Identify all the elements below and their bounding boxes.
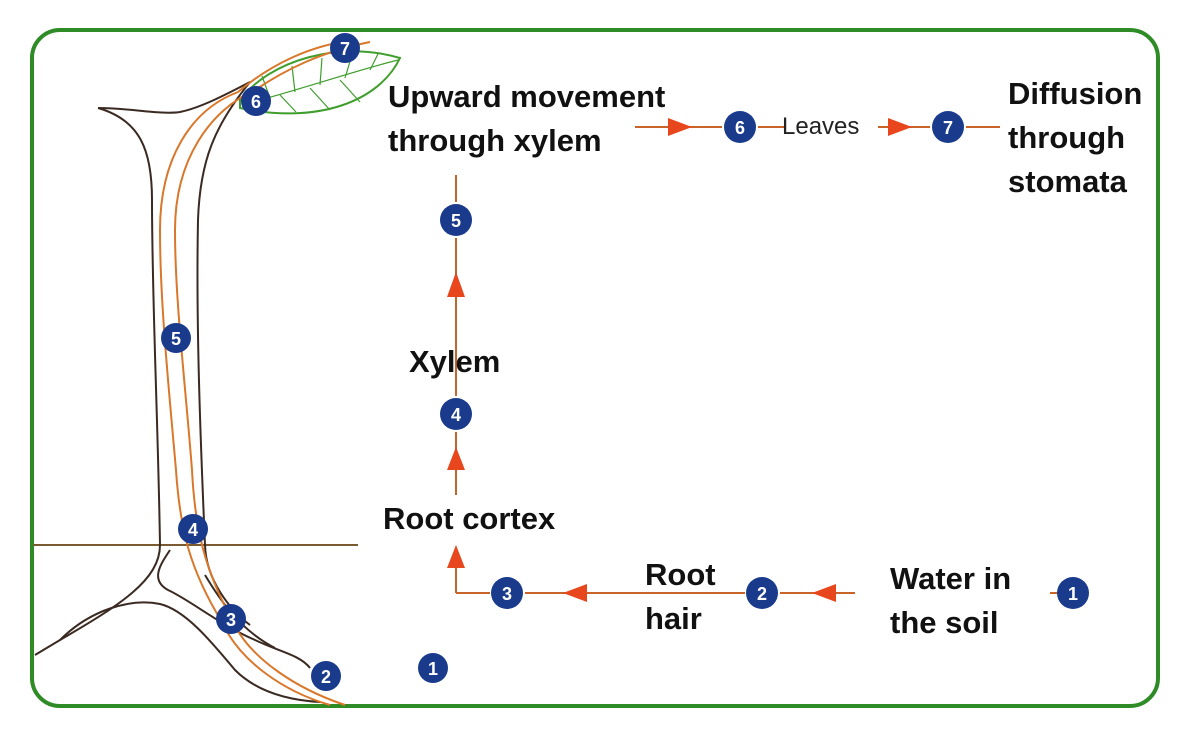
badge-7-flow: 7 [932,111,964,143]
badge-2-plant: 2 [311,661,341,691]
svg-text:1: 1 [428,659,438,679]
label-upward-line2: through xylem [388,123,602,158]
label-leaves: Leaves [782,112,859,142]
svg-text:4: 4 [451,405,461,425]
badge-2-flow: 2 [746,577,778,609]
label-water-in-soil: Water in the soil [890,557,1011,645]
diagram-frame [30,28,1160,708]
badge-5-plant: 5 [161,323,191,353]
label-xylem: Xylem [409,340,500,384]
svg-text:7: 7 [943,118,953,138]
label-root-cortex: Root cortex [383,497,555,541]
badge-7-plant: 7 [330,33,360,63]
label-leaves-text: Leaves [782,113,860,140]
flow-lines [455,126,1058,594]
root-2 [59,601,321,703]
badge-4-plant: 4 [178,514,208,544]
svg-text:6: 6 [735,118,745,138]
label-root-hair-line1: Root [645,557,716,592]
label-root-hair: Root hair [645,553,716,641]
svg-text:5: 5 [451,211,461,231]
svg-text:4: 4 [188,520,198,540]
leaf-outline [239,50,402,115]
svg-text:1: 1 [1068,584,1078,604]
svg-text:6: 6 [251,92,261,112]
badge-6-flow: 6 [724,111,756,143]
label-root-cortex-text: Root cortex [383,501,556,536]
leaf-veins [244,53,399,113]
badge-1-plant: 1 [418,653,448,683]
label-diffusion: Diffusion through stomata [1008,72,1142,204]
step-badges: 1 2 3 4 5 6 7 1 2 3 4 5 6 7 [161,33,1089,691]
badge-3-flow: 3 [491,577,523,609]
badge-5-flow: 5 [440,204,472,236]
badge-1-flow: 1 [1057,577,1089,609]
label-upward-movement: Upward movement through xylem [388,75,665,163]
label-xylem-text: Xylem [409,344,501,379]
arrow-left-2 [563,584,587,602]
arrow-up-3 [447,272,465,297]
label-water-line2: the soil [890,605,999,640]
arrow-up-1 [447,545,465,568]
label-diffusion-line2: through [1008,120,1126,155]
svg-text:5: 5 [171,329,181,349]
leaf-illustration [239,50,402,115]
label-diffusion-line1: Diffusion [1008,76,1143,111]
arrow-right-2 [888,118,912,136]
label-root-hair-line2: hair [645,601,702,636]
plant-illustration [34,81,321,703]
stem-left-outline [34,107,162,656]
label-diffusion-line3: stomata [1008,164,1127,199]
stem-right-outline [196,81,251,626]
badge-6-plant: 6 [241,86,271,116]
svg-text:2: 2 [757,584,767,604]
svg-text:7: 7 [340,39,350,59]
root-1 [157,549,311,669]
water-path [158,39,371,706]
svg-text:3: 3 [226,610,236,630]
label-upward-line1: Upward movement [388,79,666,114]
arrow-right-1 [668,118,692,136]
label-water-line1: Water in [890,561,1012,596]
svg-text:2: 2 [321,667,331,687]
arrow-left-1 [812,584,836,602]
badge-3-plant: 3 [216,604,246,634]
flow-arrows [447,118,912,602]
badge-4-flow: 4 [440,398,472,430]
stem-branch [97,81,251,114]
arrow-up-2 [447,447,465,470]
svg-text:3: 3 [502,584,512,604]
